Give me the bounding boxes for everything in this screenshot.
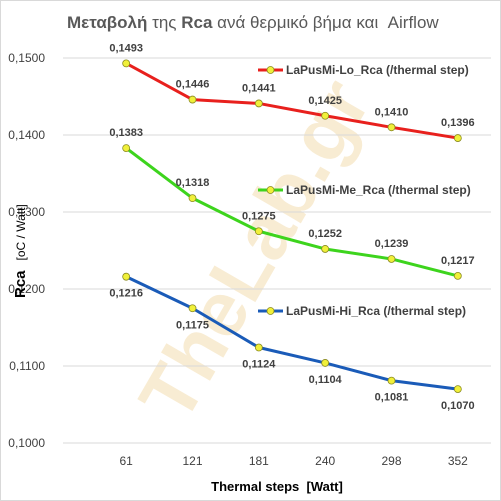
data-point: [321, 359, 330, 367]
data-label: 0,1446: [176, 79, 210, 91]
data-label: 0,1410: [375, 106, 409, 118]
y-tick-label: 0,1400: [8, 128, 45, 142]
data-point: [453, 385, 462, 394]
data-label: 0,1216: [109, 288, 143, 300]
y-axis-title-main: Rca: [12, 270, 29, 298]
gridlines: [63, 57, 491, 444]
legend-entry: LaPusMi-Hi_Rca (/thermal step): [286, 304, 466, 318]
data-point: [188, 95, 197, 104]
legend-entry: LaPusMi-Lo_Rca (/thermal step): [286, 63, 469, 77]
data-point: [188, 304, 197, 313]
legend-swatch-marker: [266, 66, 275, 74]
data-label: 0,1081: [375, 392, 409, 404]
data-label: 0,1318: [176, 177, 210, 189]
data-point: [321, 111, 330, 120]
data-point: [387, 376, 396, 385]
legend-swatch-marker: [266, 186, 275, 194]
y-tick-label: 0,1200: [8, 282, 45, 296]
data-label: 0,1383: [109, 127, 143, 139]
data-label: 0,1252: [308, 228, 342, 240]
x-tick-label: 61: [119, 454, 133, 468]
data-point: [122, 144, 131, 152]
data-label: 0,1396: [441, 117, 475, 129]
data-point: [254, 227, 263, 236]
data-point: [254, 343, 263, 352]
series-line: [125, 146, 459, 278]
series-line: [125, 62, 459, 140]
y-tick-label: 0,1100: [9, 359, 45, 373]
data-label: 0,1175: [176, 319, 209, 331]
series-lines: [122, 59, 462, 394]
x-tick-label: 352: [448, 454, 468, 468]
y-axis-title-unit: [oC / Watt]: [14, 204, 28, 260]
y-tick-label: 0,1000: [8, 436, 45, 450]
x-tick-label: 298: [381, 454, 401, 468]
chart-title: Μεταβολή της Rca ανά θερμικό βήμα και Ai…: [67, 13, 439, 32]
y-axis-title: Rca [oC / Watt]: [12, 204, 29, 298]
y-axis-ticks: 0,1000 0,1100 0,1200 0,1300 0,1400 0,1500: [8, 51, 45, 450]
data-point: [188, 194, 197, 203]
data-label: 0,1239: [375, 238, 409, 250]
data-point: [122, 59, 131, 68]
data-point: [254, 99, 263, 108]
data-label: 0,1070: [441, 400, 475, 412]
data-point: [122, 272, 131, 281]
data-point: [321, 245, 330, 253]
data-point: [453, 134, 462, 142]
data-labels: 0,1493 0,1446 0,1441 0,1425 0,1410 0,1396 0,13…: [109, 42, 474, 412]
x-tick-label: 181: [249, 454, 269, 468]
data-point: [387, 123, 396, 132]
data-point: [453, 272, 462, 280]
y-tick-label: 0,1300: [8, 205, 45, 219]
data-point: [387, 255, 396, 263]
legend-swatch-marker: [266, 307, 275, 315]
data-label: 0,1275: [242, 210, 276, 222]
data-label: 0,1493: [109, 42, 143, 54]
y-tick-label: 0,1500: [8, 51, 45, 65]
legend-entry: LaPusMi-Me_Rca (/thermal step): [286, 183, 471, 197]
data-label: 0,1124: [242, 359, 276, 371]
x-tick-label: 240: [315, 454, 335, 468]
series-line: [125, 275, 459, 391]
data-label: 0,1441: [242, 82, 276, 94]
data-label: 0,1425: [308, 95, 342, 107]
x-axis-ticks: 61 121 181 240 298 352: [119, 454, 468, 468]
x-axis-title: Thermal steps [Watt]: [211, 479, 343, 494]
x-tick-label: 121: [182, 454, 202, 468]
svg-text:Rca[oC / Watt]: Rca [oC / Watt]: [12, 204, 29, 298]
data-label: 0,1104: [309, 374, 343, 386]
legend: LaPusMi-Lo_Rca (/thermal step) LaPusMi-Me…: [258, 63, 471, 318]
data-label: 0,1217: [441, 255, 475, 267]
